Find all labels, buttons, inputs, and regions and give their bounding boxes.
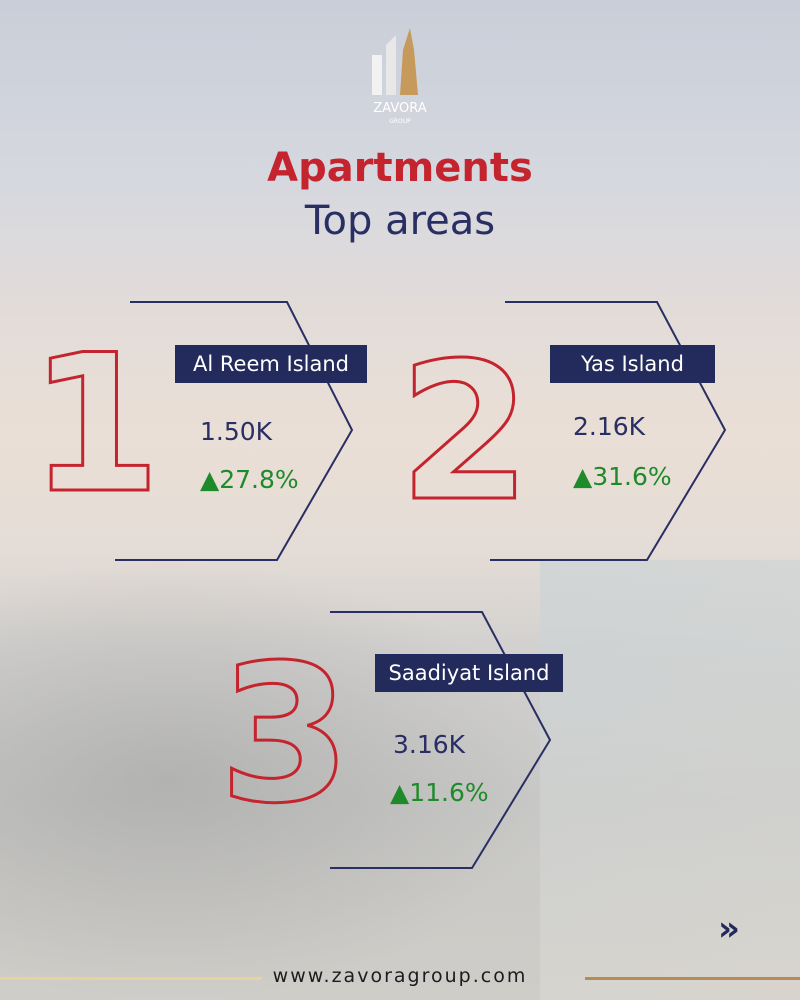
area-change-2: ▲31.6% — [573, 462, 672, 491]
double-chevron-right-icon[interactable]: » — [718, 909, 740, 949]
card-3-frame — [330, 611, 552, 869]
sea-background — [540, 560, 800, 1000]
rank-3: 3 — [219, 624, 351, 845]
area-change-3: ▲11.6% — [390, 778, 489, 807]
area-value-1: 1.50K — [200, 417, 273, 446]
area-label-3: Saadiyat Island — [375, 654, 563, 692]
footer-line-left — [0, 977, 262, 980]
city-background — [0, 560, 560, 1000]
area-change-1: ▲27.8% — [200, 465, 299, 494]
card-2-frame — [490, 301, 727, 561]
svg-text:GROUP: GROUP — [389, 118, 411, 125]
rank-2: 2 — [399, 322, 531, 543]
page-subtitle: Top areas — [304, 198, 496, 244]
area-label-2: Yas Island — [550, 345, 715, 383]
area-label-1: Al Reem Island — [175, 345, 367, 383]
footer-line-right — [585, 977, 800, 980]
area-value-2: 2.16K — [573, 412, 646, 441]
area-value-3: 3.16K — [393, 730, 466, 759]
logo-text: ZAVORA — [373, 101, 426, 116]
logo: ZAVORA GROUP — [372, 28, 427, 125]
website-link[interactable]: www.zavoragroup.com — [272, 965, 528, 987]
card-1-frame — [115, 301, 354, 561]
page-title: Apartments — [267, 145, 533, 191]
rank-1: 1 — [29, 314, 161, 535]
